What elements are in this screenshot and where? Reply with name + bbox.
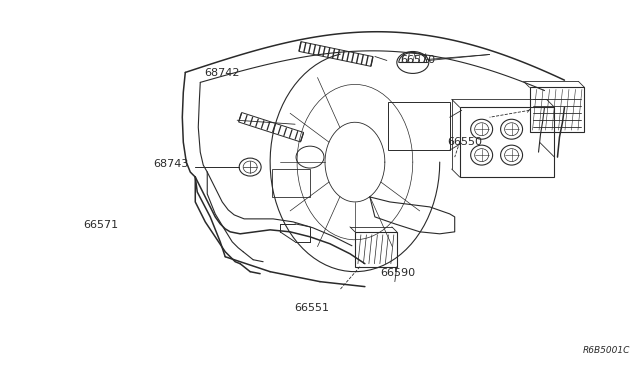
Text: 66590: 66590 bbox=[381, 268, 416, 278]
Text: R6B5001C: R6B5001C bbox=[582, 346, 630, 355]
Text: 66551: 66551 bbox=[294, 303, 330, 313]
Text: 66571: 66571 bbox=[84, 220, 119, 230]
Text: 66570: 66570 bbox=[400, 55, 435, 65]
Text: 68742: 68742 bbox=[205, 68, 240, 78]
Text: 68743: 68743 bbox=[154, 159, 189, 169]
Text: 66550: 66550 bbox=[448, 137, 483, 147]
